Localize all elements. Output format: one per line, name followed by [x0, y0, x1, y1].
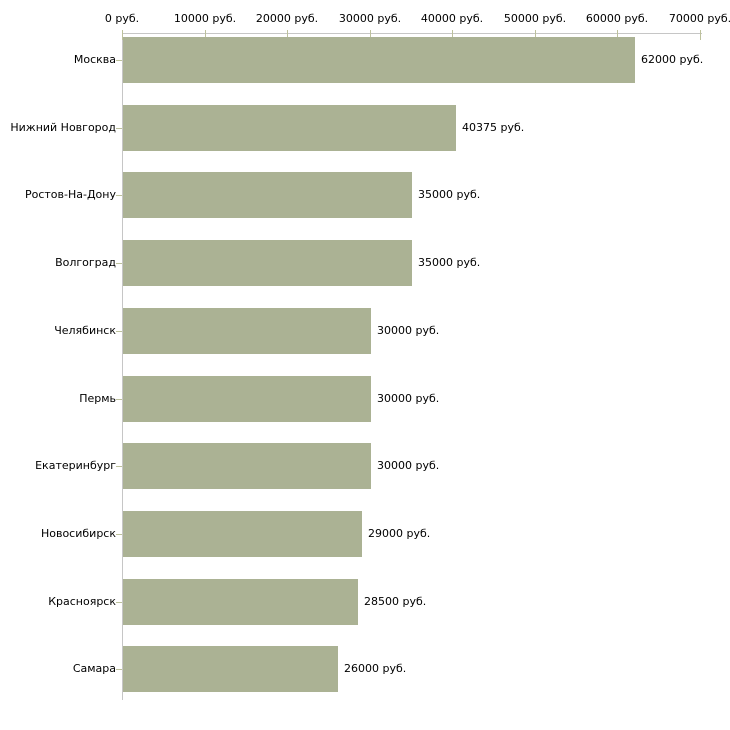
- bar-category-label: Екатеринбург: [35, 459, 116, 472]
- bar-value-label: 35000 руб.: [418, 188, 481, 201]
- bar-value-label: 30000 руб.: [377, 392, 440, 405]
- bar-category-label: Челябинск: [54, 324, 116, 337]
- bar-value-label: 30000 руб.: [377, 324, 440, 337]
- bar: [123, 37, 635, 83]
- y-tick-mark: [116, 195, 122, 196]
- bar: [123, 308, 371, 354]
- y-tick-mark: [116, 263, 122, 264]
- x-tick-label: 10000 руб.: [173, 12, 237, 25]
- x-tick-label: 70000 руб.: [668, 12, 730, 25]
- bar-category-label: Красноярск: [48, 595, 116, 608]
- x-tick-mark: [700, 30, 701, 40]
- bar: [123, 376, 371, 422]
- bar: [123, 646, 338, 692]
- bar-category-label: Волгоград: [55, 256, 116, 269]
- y-tick-mark: [116, 466, 122, 467]
- bar: [123, 579, 358, 625]
- bar-category-label: Самара: [72, 662, 116, 675]
- bar-category-label: Нижний Новгород: [10, 121, 116, 134]
- y-tick-mark: [116, 602, 122, 603]
- x-tick-label: 60000 руб.: [585, 12, 649, 25]
- x-tick-mark: [535, 30, 536, 40]
- y-tick-mark: [116, 534, 122, 535]
- x-tick-label: 40000 руб.: [420, 12, 484, 25]
- bar-category-label: Новосибирск: [40, 527, 116, 540]
- y-tick-mark: [116, 669, 122, 670]
- x-tick-mark: [287, 30, 288, 40]
- y-tick-mark: [116, 331, 122, 332]
- x-tick-mark: [122, 30, 123, 40]
- bar: [123, 172, 412, 218]
- y-tick-mark: [116, 399, 122, 400]
- bar-value-label: 26000 руб.: [344, 662, 407, 675]
- y-axis-line: [122, 33, 123, 700]
- x-tick-mark: [205, 30, 206, 40]
- x-axis-line: [122, 33, 702, 34]
- x-tick-label: 20000 руб.: [255, 12, 319, 25]
- y-tick-mark: [116, 128, 122, 129]
- x-tick-label: 0 руб.: [104, 12, 140, 25]
- bar-value-label: 30000 руб.: [377, 459, 440, 472]
- x-tick-label: 30000 руб.: [338, 12, 402, 25]
- bar-category-label: Москва: [73, 53, 116, 66]
- bar: [123, 443, 371, 489]
- bar-value-label: 29000 руб.: [368, 527, 431, 540]
- x-tick-mark: [452, 30, 453, 40]
- bar-category-label: Ростов-На-Дону: [24, 188, 116, 201]
- bar-value-label: 40375 руб.: [462, 121, 525, 134]
- bar: [123, 240, 412, 286]
- bar: [123, 105, 456, 151]
- bar: [123, 511, 362, 557]
- bar-value-label: 28500 руб.: [364, 595, 427, 608]
- x-tick-mark: [370, 30, 371, 40]
- y-tick-mark: [116, 60, 122, 61]
- x-tick-mark: [617, 30, 618, 40]
- bar-value-label: 35000 руб.: [418, 256, 481, 269]
- bar-category-label: Пермь: [79, 392, 116, 405]
- x-tick-label: 50000 руб.: [503, 12, 567, 25]
- bar-value-label: 62000 руб.: [641, 53, 704, 66]
